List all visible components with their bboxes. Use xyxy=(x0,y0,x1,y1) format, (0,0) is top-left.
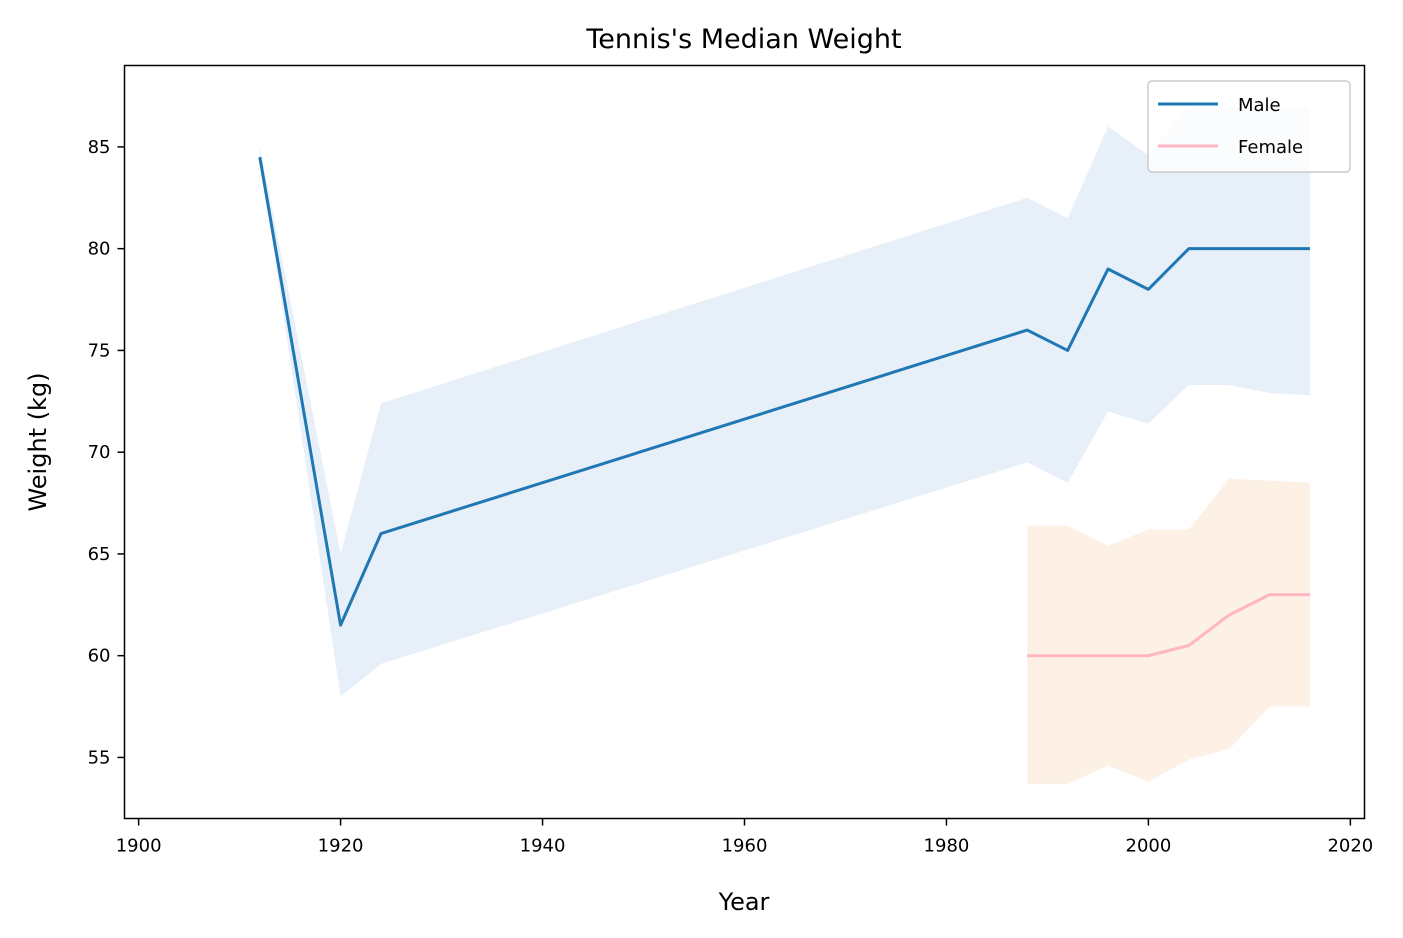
x-tick-label: 1900 xyxy=(116,836,162,857)
x-tick-label: 1940 xyxy=(520,836,566,857)
band-female xyxy=(1027,478,1310,784)
legend: Male Female xyxy=(1147,80,1351,173)
y-tick-label: 80 xyxy=(88,239,111,260)
legend-label-male: Male xyxy=(1238,95,1281,116)
y-tick-label: 85 xyxy=(88,137,111,158)
y-axis-label: Weight (kg) xyxy=(24,372,52,511)
line-female xyxy=(1027,593,1310,658)
band-male xyxy=(259,106,1310,697)
chart-title: Tennis's Median Weight xyxy=(585,24,901,55)
y-tick-label: 65 xyxy=(88,544,111,565)
x-axis-label: Year xyxy=(718,888,770,916)
x-tick-label: 1980 xyxy=(924,836,970,857)
x-tick-label: 2000 xyxy=(1126,836,1172,857)
legend-label-female: Female xyxy=(1238,137,1303,158)
x-axis: 1900 1920 1940 1960 1980 2000 2020 xyxy=(116,818,1373,857)
line-male xyxy=(258,156,1310,627)
plot-area xyxy=(258,106,1310,784)
y-tick-label: 70 xyxy=(88,442,111,463)
y-axis: 55 60 65 70 75 80 85 xyxy=(88,137,125,768)
y-tick-label: 75 xyxy=(88,340,111,361)
y-tick-label: 55 xyxy=(88,747,111,768)
x-tick-label: 1920 xyxy=(318,836,364,857)
x-tick-label: 1960 xyxy=(722,836,768,857)
x-tick-label: 2020 xyxy=(1327,836,1373,857)
y-tick-label: 60 xyxy=(88,646,111,667)
